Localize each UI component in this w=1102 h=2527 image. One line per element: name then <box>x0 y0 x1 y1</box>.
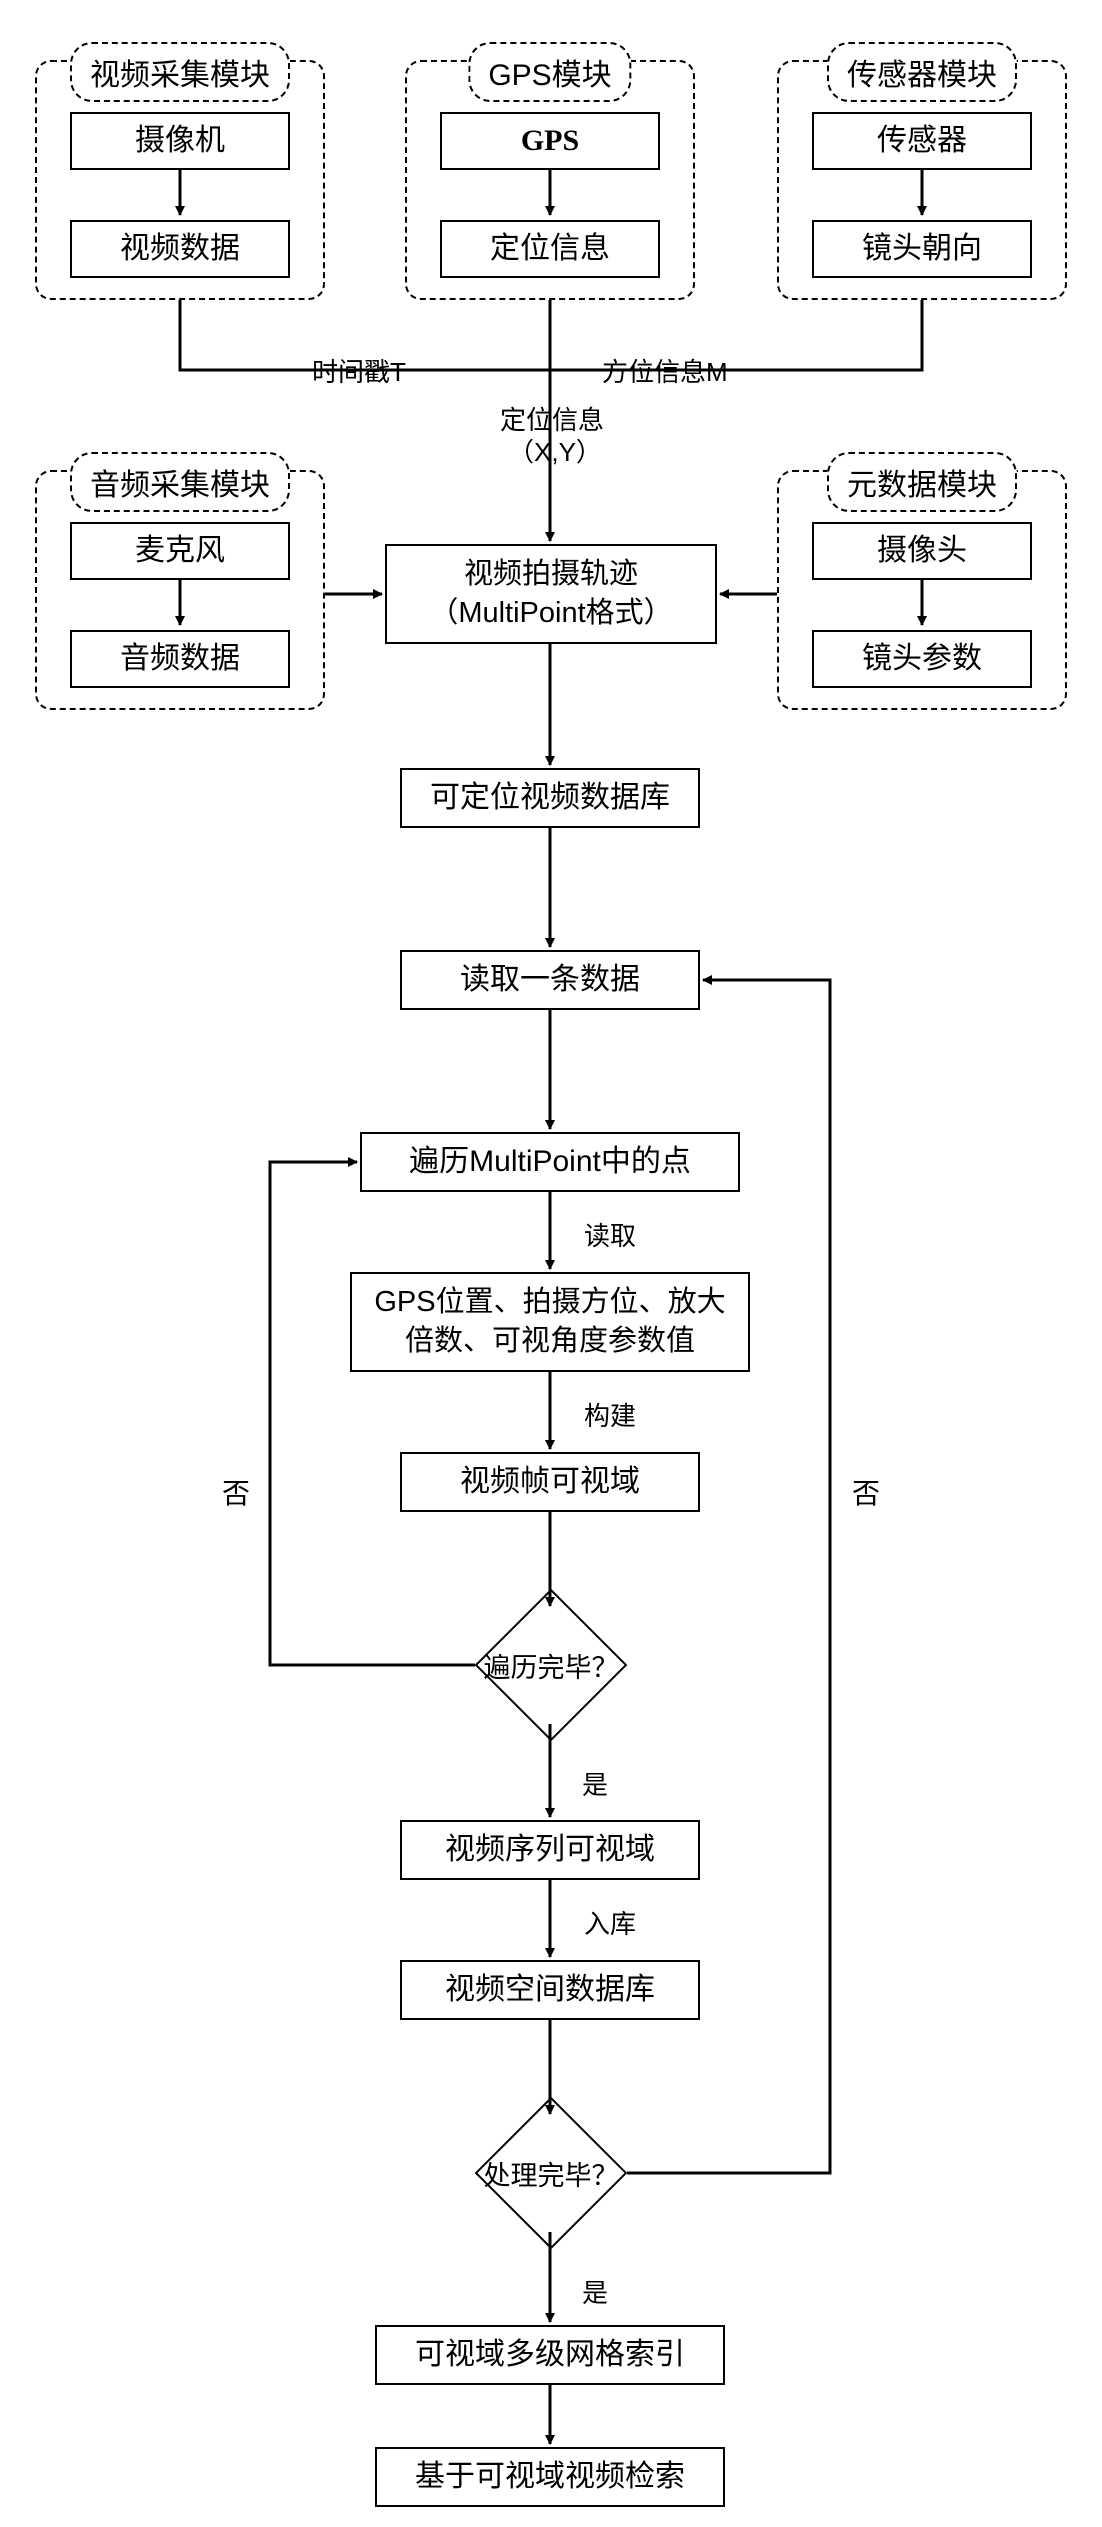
box-read-one-text: 读取一条数据 <box>460 960 640 1001</box>
module-audio-title: 音频采集模块 <box>70 452 290 512</box>
diamond-proc-done <box>461 2083 641 2263</box>
module-metadata-title: 元数据模块 <box>827 452 1017 512</box>
module-sensor-title: 传感器模块 <box>827 42 1017 102</box>
box-spatial-db-text: 视频空间数据库 <box>445 1970 655 2011</box>
edge-label-yes1: 是 <box>580 1765 610 1802</box>
diamond-iter-done <box>461 1575 641 1755</box>
box-video-data-text: 视频数据 <box>120 229 240 270</box>
box-video-data: 视频数据 <box>70 220 290 278</box>
edge-label-orient: 方位信息M <box>600 352 730 389</box>
box-microphone: 麦克风 <box>70 522 290 580</box>
box-sensor-text: 传感器 <box>877 121 967 162</box>
box-camera: 摄像机 <box>70 112 290 170</box>
box-lens-params: 镜头参数 <box>812 630 1032 688</box>
box-audio-data: 音频数据 <box>70 630 290 688</box>
box-camera-text: 摄像机 <box>135 121 225 162</box>
box-microphone-text: 麦克风 <box>135 531 225 572</box>
module-metadata-title-text: 元数据模块 <box>847 469 997 502</box>
module-audio-title-text: 音频采集模块 <box>90 469 270 502</box>
edge-label-yes2: 是 <box>580 2273 610 2310</box>
edge-label-no2: 否 <box>850 1472 882 1512</box>
box-camera-head: 摄像头 <box>812 522 1032 580</box>
edge-label-timestamp: 时间戳T <box>310 352 408 389</box>
edge-label-read: 读取 <box>582 1216 638 1253</box>
box-sensor: 传感器 <box>812 112 1032 170</box>
module-sensor: 传感器模块 传感器 镜头朝向 <box>777 60 1067 300</box>
box-iterate-points-text: 遍历MultiPoint中的点 <box>409 1142 691 1183</box>
box-grid-index: 可视域多级网格索引 <box>375 2325 725 2385</box>
edge-label-pos2: （X,Y） <box>506 432 604 469</box>
box-grid-index-text: 可视域多级网格索引 <box>415 2335 685 2376</box>
box-iterate-points: 遍历MultiPoint中的点 <box>360 1132 740 1192</box>
box-seq-viewshed: 视频序列可视域 <box>400 1820 700 1880</box>
box-camera-head-text: 摄像头 <box>877 531 967 572</box>
box-gps: GPS <box>440 112 660 170</box>
module-video-capture: 视频采集模块 摄像机 视频数据 <box>35 60 325 300</box>
box-viewshed-search: 基于可视域视频检索 <box>375 2447 725 2507</box>
box-positionable-db-text: 可定位视频数据库 <box>430 778 670 819</box>
edge-label-store: 入库 <box>582 1904 638 1941</box>
box-spatial-db: 视频空间数据库 <box>400 1960 700 2020</box>
module-sensor-title-text: 传感器模块 <box>847 59 997 92</box>
box-params: GPS位置、拍摄方位、放大倍数、可视角度参数值 <box>350 1272 750 1372</box>
box-viewshed-search-text: 基于可视域视频检索 <box>415 2457 685 2498</box>
module-gps-title-text: GPS模块 <box>488 59 611 92</box>
box-lens-params-text: 镜头参数 <box>862 639 982 680</box>
edge-label-build: 构建 <box>582 1396 638 1433</box>
module-gps: GPS模块 GPS 定位信息 <box>405 60 695 300</box>
flowchart-canvas: 视频采集模块 摄像机 视频数据 GPS模块 GPS 定位信息 传感器模块 传感器… <box>20 20 1082 2507</box>
module-gps-title: GPS模块 <box>468 42 631 102</box>
box-position-info: 定位信息 <box>440 220 660 278</box>
box-lens-orientation: 镜头朝向 <box>812 220 1032 278</box>
box-positionable-db: 可定位视频数据库 <box>400 768 700 828</box>
box-seq-viewshed-text: 视频序列可视域 <box>445 1830 655 1871</box>
box-video-track-line2: （MultiPoint格式） <box>429 594 672 633</box>
box-gps-text: GPS <box>521 121 579 162</box>
box-read-one: 读取一条数据 <box>400 950 700 1010</box>
box-lens-orientation-text: 镜头朝向 <box>862 229 982 270</box>
box-params-text: GPS位置、拍摄方位、放大倍数、可视角度参数值 <box>366 1283 734 1361</box>
box-frame-viewshed: 视频帧可视域 <box>400 1452 700 1512</box>
box-position-info-text: 定位信息 <box>490 229 610 270</box>
box-video-track: 视频拍摄轨迹 （MultiPoint格式） <box>385 544 717 644</box>
box-frame-viewshed-text: 视频帧可视域 <box>460 1462 640 1503</box>
module-video-capture-title-text: 视频采集模块 <box>90 59 270 92</box>
box-video-track-line1: 视频拍摄轨迹 <box>429 555 672 594</box>
module-audio: 音频采集模块 麦克风 音频数据 <box>35 470 325 710</box>
edge-label-no1: 否 <box>220 1472 252 1512</box>
module-video-capture-title: 视频采集模块 <box>70 42 290 102</box>
box-audio-data-text: 音频数据 <box>120 639 240 680</box>
module-metadata: 元数据模块 摄像头 镜头参数 <box>777 470 1067 710</box>
